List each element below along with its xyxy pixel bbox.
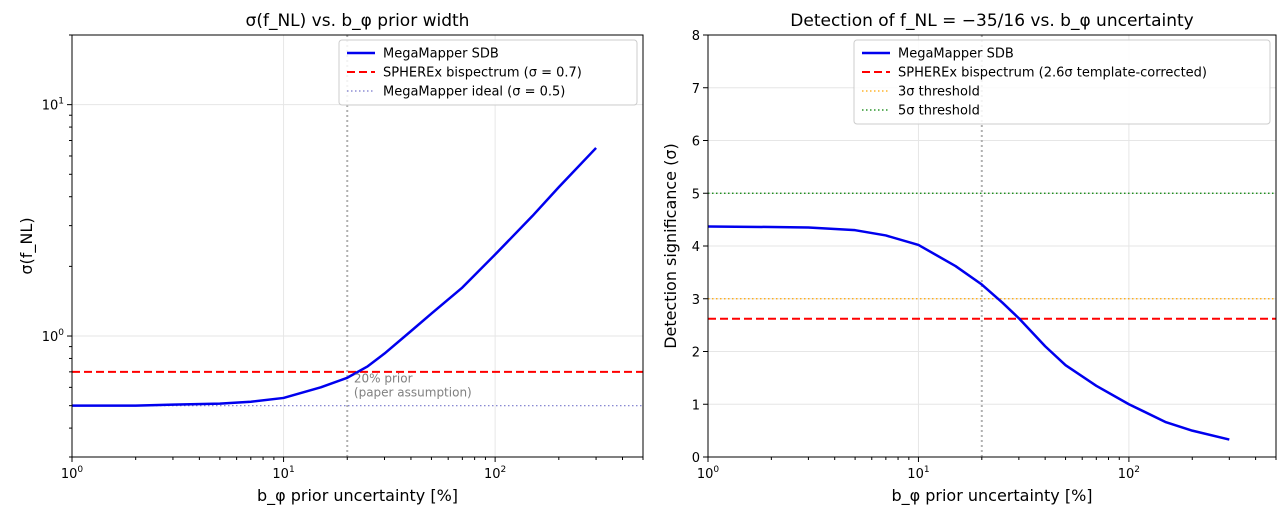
axes-frame <box>71 34 644 458</box>
legend: MegaMapper SDB SPHEREx bispectrum (σ = 0.… <box>338 39 638 106</box>
legend-label-spherex-bispectrum-0-7: SPHEREx bispectrum (σ = 0.7) <box>383 66 582 81</box>
chart-panel-sigma-fnl: 20% prior(paper assumption)100 101 1021001… <box>17 11 644 506</box>
y-tick-label: 2 <box>692 346 700 361</box>
x-tick-label: 102 <box>1118 465 1140 482</box>
chart-title: Detection of f_NL = −35/16 vs. b_φ uncer… <box>790 11 1193 31</box>
annotation-text: 20% prior <box>354 371 413 385</box>
x-axis-label: b_φ prior uncertainty [%] <box>257 486 458 506</box>
x-axis: 100 101 102 <box>61 457 644 482</box>
x-tick-label: 102 <box>484 465 506 482</box>
series-line-megamapper-sdb <box>72 147 597 407</box>
y-axis-label: σ(f_NL) <box>17 217 37 274</box>
legend-label-spherex-bispectrum-2-6-template-corrected: SPHEREx bispectrum (2.6σ template-correc… <box>898 66 1207 81</box>
y-tick-label: 3 <box>692 293 700 308</box>
legend-label-megamapper-sdb: MegaMapper SDB <box>898 47 1014 62</box>
y-tick-label: 6 <box>692 135 700 150</box>
y-axis-label: Detection significance (σ) <box>661 143 680 349</box>
y-axis: 0 1 2 3 4 5 6 7 8 <box>692 29 708 466</box>
y-tick-label: 0 <box>692 451 700 466</box>
chart-title: σ(f_NL) vs. b_φ prior width <box>246 11 470 31</box>
legend-label-5-threshold: 5σ threshold <box>898 104 980 119</box>
legend-label-megamapper-sdb: MegaMapper SDB <box>383 47 499 62</box>
y-tick-label: 1 <box>692 398 700 413</box>
legend-label-3-threshold: 3σ threshold <box>898 85 980 100</box>
legend-label-megamapper-ideal-0-5: MegaMapper ideal (σ = 0.5) <box>383 85 565 100</box>
legend: MegaMapper SDB SPHEREx bispectrum (2.6σ t… <box>853 39 1271 125</box>
y-tick-label: 100 <box>42 328 65 345</box>
series-line-megamapper-sdb <box>708 225 1230 441</box>
y-tick-label: 4 <box>692 240 700 255</box>
annotation-text: (paper assumption) <box>354 385 472 399</box>
legend-box <box>853 39 1271 125</box>
x-tick-label: 100 <box>697 465 720 482</box>
y-axis: 100 101 <box>42 34 72 458</box>
x-tick-label: 101 <box>272 465 294 482</box>
x-axis-label: b_φ prior uncertainty [%] <box>891 486 1092 506</box>
legend-box <box>338 39 638 106</box>
chart-panel-detection-significance: 100 101 102 0 1 2 3 4 5 6 7 8 Detection of f_NL = −3… <box>661 11 1277 506</box>
y-tick-label: 5 <box>692 187 700 202</box>
x-axis: 100 101 102 <box>697 457 1277 482</box>
x-tick-label: 100 <box>61 465 84 482</box>
x-tick-label: 101 <box>907 465 929 482</box>
y-tick-label: 7 <box>692 82 700 97</box>
y-tick-label: 8 <box>692 29 700 44</box>
y-tick-label: 101 <box>42 97 64 114</box>
